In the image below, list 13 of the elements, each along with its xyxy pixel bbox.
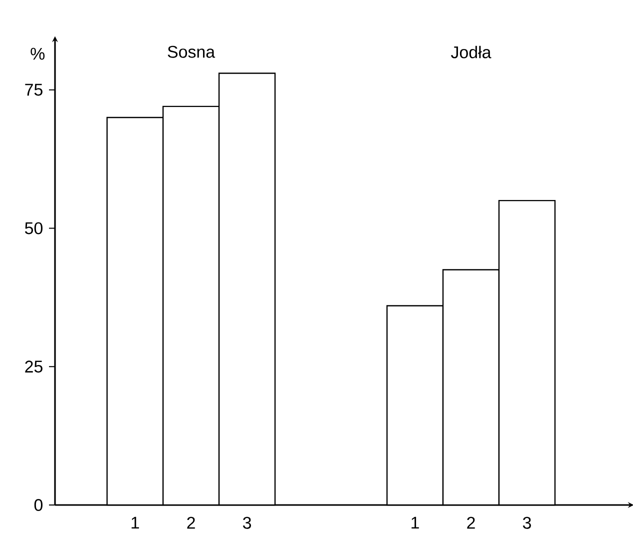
y-axis-title: % <box>30 48 45 60</box>
y-tick-label: 50 <box>24 222 42 234</box>
annotation: Sosna <box>168 46 216 58</box>
y-tick-label: 75 <box>25 84 42 96</box>
x-tick-label: 3 <box>522 516 531 529</box>
x-tick-label: 3 <box>242 516 252 529</box>
x-tick-label: 1 <box>412 516 419 528</box>
x-tick-label: 2 <box>467 516 475 529</box>
y-tick-label: 25 <box>25 360 42 373</box>
annotation: Jodła <box>451 46 492 58</box>
y-tick-label: 0 <box>34 499 42 511</box>
x-tick-label: 1 <box>132 516 139 528</box>
x-tick-label: 2 <box>187 516 195 529</box>
